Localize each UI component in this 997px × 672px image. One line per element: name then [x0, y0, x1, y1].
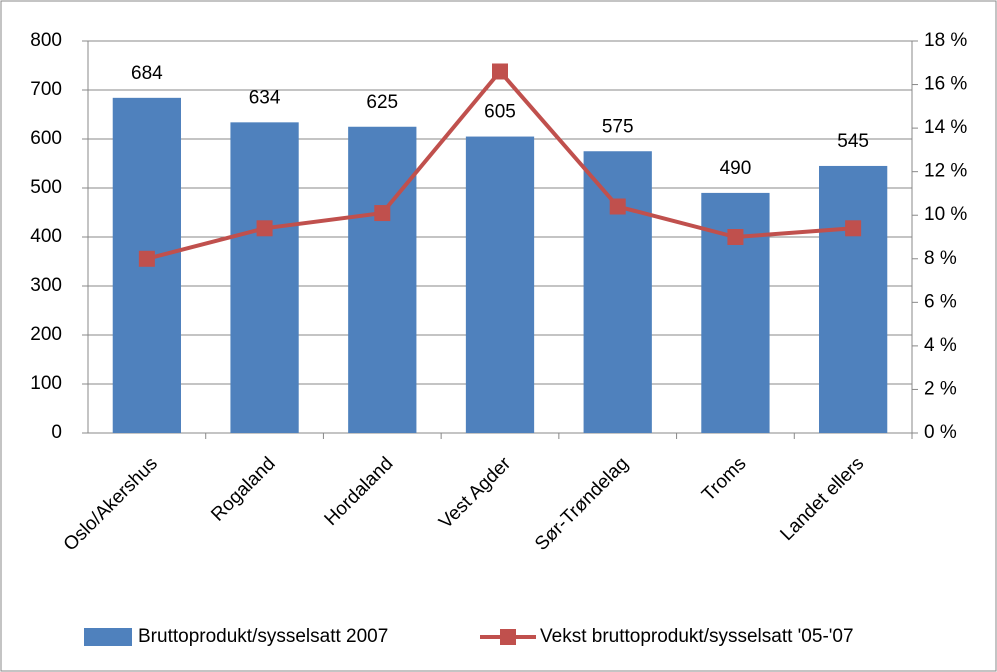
y2-tick-label: 8 %: [924, 248, 957, 269]
legend-label: Bruttoprodukt/sysselsatt 2007: [138, 626, 388, 647]
y2-tick-label: 14 %: [924, 117, 967, 138]
y2-tick-label: 0 %: [924, 422, 957, 443]
line-marker: [256, 220, 273, 237]
y-tick-label: 0: [51, 422, 62, 443]
line-marker: [845, 220, 862, 237]
legend-label: Vekst bruttoprodukt/sysselsatt '05-'07: [540, 626, 854, 647]
legend-swatch: [84, 628, 132, 646]
y-tick-label: 500: [30, 177, 62, 198]
bar: [230, 122, 299, 433]
y-tick-label: 800: [30, 30, 62, 51]
y-tick-label: 200: [30, 324, 62, 345]
line-marker: [374, 205, 391, 222]
y2-tick-label: 12 %: [924, 161, 967, 182]
y2-tick-label: 6 %: [924, 291, 957, 312]
line-marker: [138, 250, 155, 267]
data-label: 545: [837, 131, 869, 152]
y-tick-label: 300: [30, 275, 62, 296]
y-tick-label: 700: [30, 79, 62, 100]
legend-swatch: [500, 629, 516, 645]
line-marker: [727, 229, 744, 245]
y2-tick-label: 18 %: [924, 30, 967, 51]
y-tick-label: 100: [30, 373, 62, 394]
line-marker: [609, 198, 626, 215]
y2-tick-label: 4 %: [924, 335, 957, 356]
data-label: 605: [484, 102, 516, 123]
y2-tick-label: 16 %: [924, 74, 967, 95]
data-label: 634: [249, 87, 281, 108]
y-tick-label: 400: [30, 226, 62, 247]
line-marker: [492, 63, 508, 80]
data-label: 625: [366, 92, 398, 113]
bar: [465, 136, 535, 434]
y2-tick-label: 2 %: [924, 378, 957, 399]
y2-tick-label: 10 %: [924, 204, 967, 225]
data-label: 490: [720, 158, 752, 179]
data-label: 684: [131, 63, 163, 84]
bar: [819, 165, 888, 433]
bar: [583, 151, 652, 433]
data-label: 575: [602, 116, 634, 137]
y-tick-label: 600: [30, 128, 62, 149]
bar: [348, 126, 417, 433]
